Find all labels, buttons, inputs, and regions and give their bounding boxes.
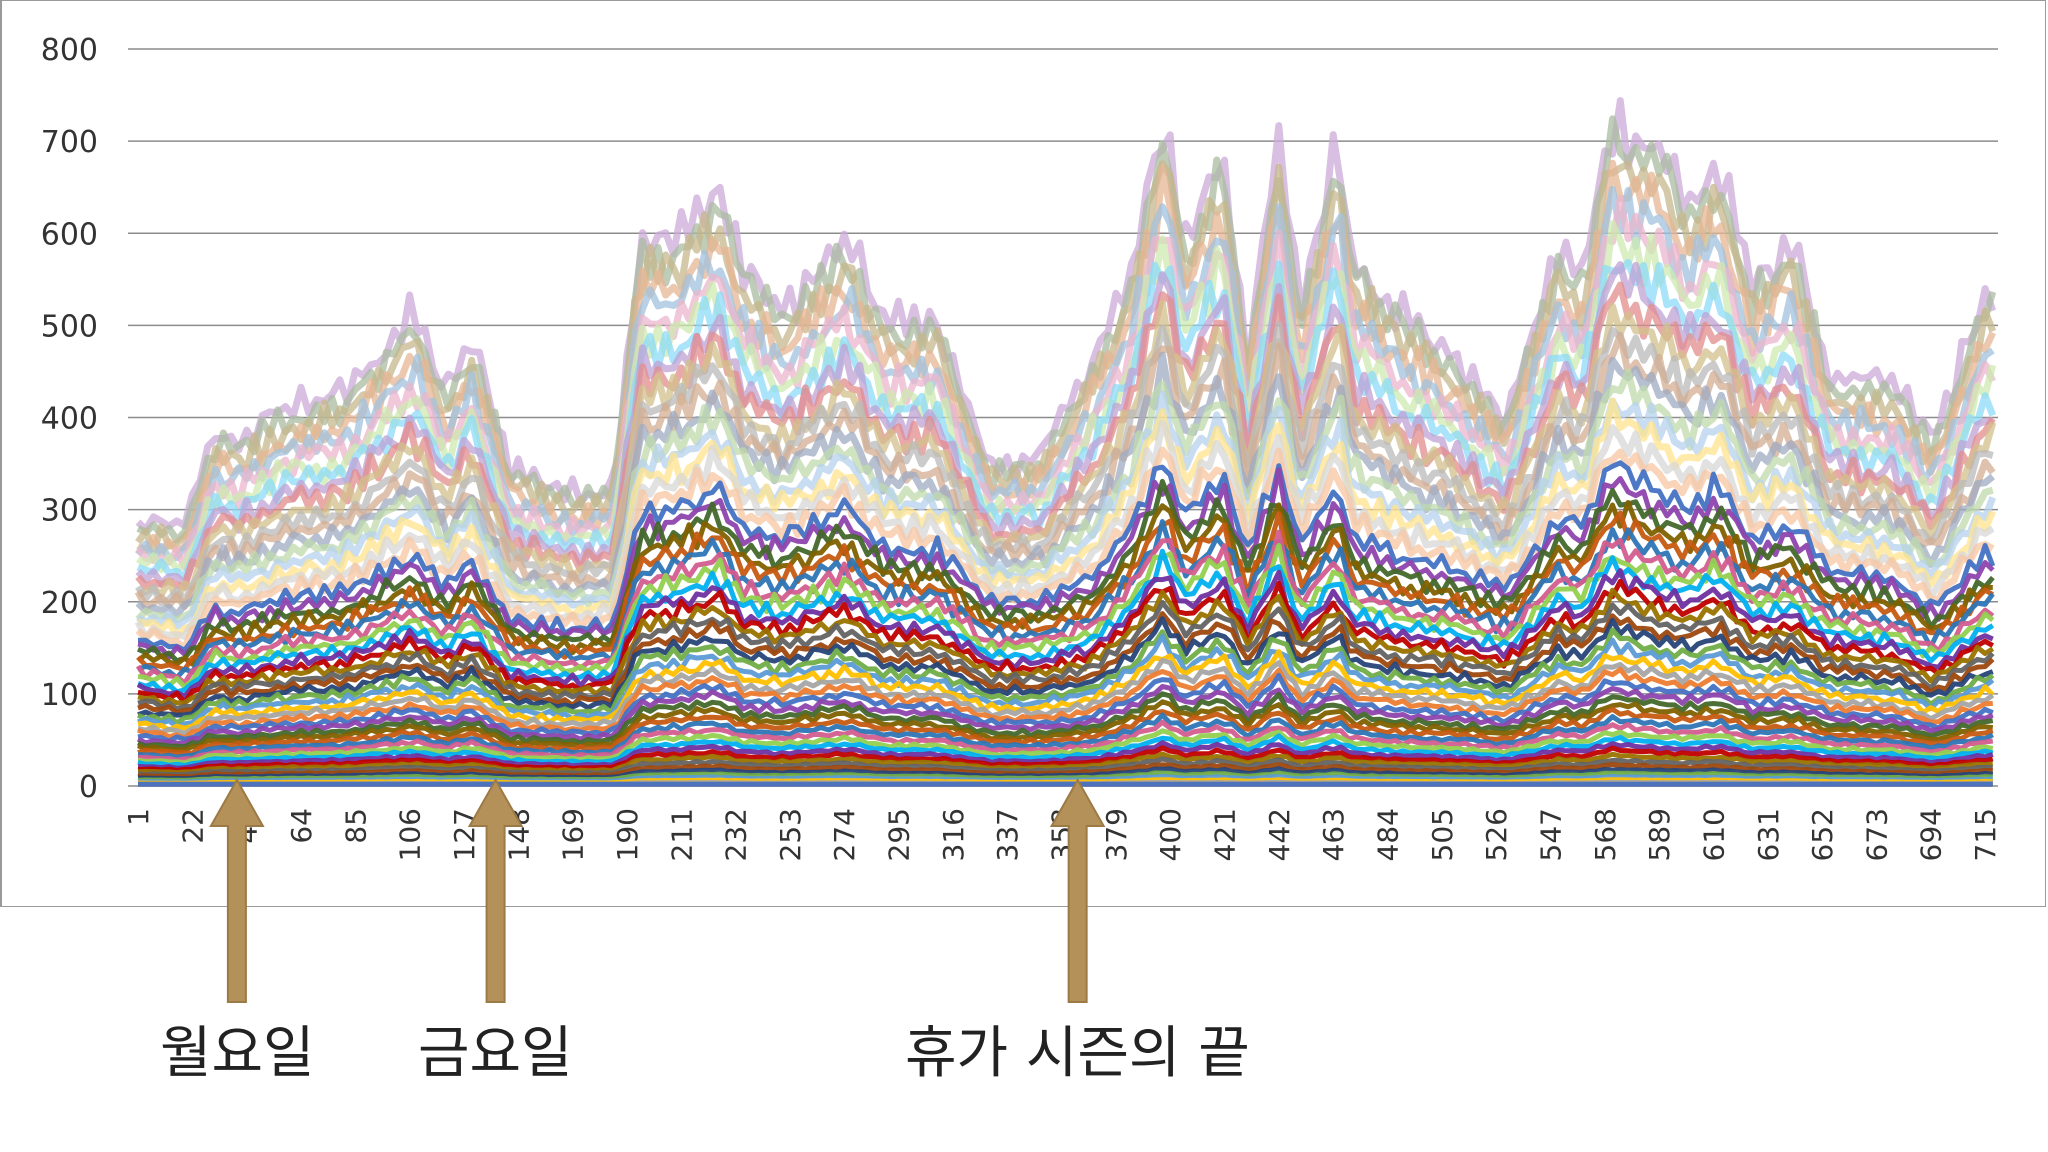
y-tick-label: 0 xyxy=(79,770,98,805)
series-line-19 xyxy=(137,691,1994,750)
series-line-46 xyxy=(135,368,1994,624)
x-tick-label: 64 xyxy=(285,808,318,844)
x-tick-label: 379 xyxy=(1100,808,1133,861)
x-tick-label: 253 xyxy=(774,808,807,861)
series-lines xyxy=(134,97,1997,787)
series-line-9 xyxy=(137,756,1993,778)
series-line-11 xyxy=(137,745,1994,773)
series-line-58 xyxy=(135,160,1997,556)
x-tick-label: 295 xyxy=(883,808,916,861)
series-line-31 xyxy=(137,578,1995,706)
x-tick-label: 694 xyxy=(1915,808,1948,861)
x-tick-label: 22 xyxy=(176,808,209,844)
series-line-21 xyxy=(137,673,1994,744)
series-line-10 xyxy=(137,751,1994,776)
series-line-14 xyxy=(137,728,1994,766)
series-line-42 xyxy=(135,446,1995,652)
series-line-16 xyxy=(137,712,1994,760)
annotation-label: 휴가 시즌의 끝 xyxy=(905,1021,1250,1086)
annotation-arrow-icon xyxy=(467,777,524,1003)
series-line-43 xyxy=(134,419,1995,642)
annotation-label: 금요일 xyxy=(418,1021,573,1086)
series-line-32 xyxy=(136,568,1994,699)
series-line-24 xyxy=(137,649,1995,733)
x-tick-label: 673 xyxy=(1860,808,1893,861)
series-line-23 xyxy=(137,657,1995,736)
series-line-52 xyxy=(135,261,1994,588)
x-tick-label: 169 xyxy=(557,808,590,861)
series-line-13 xyxy=(137,733,1994,768)
x-tick-label: 715 xyxy=(1969,808,2002,861)
series-line-41 xyxy=(138,460,1996,653)
line-chart: 0100200300400500600700800122436485106127… xyxy=(41,33,2002,861)
series-line-18 xyxy=(137,699,1994,753)
x-tick-label: 442 xyxy=(1263,808,1296,861)
chart-frame: 0100200300400500600700800122436485106127… xyxy=(0,0,2046,907)
series-line-20 xyxy=(136,684,1994,746)
x-tick-label: 505 xyxy=(1426,808,1459,861)
series-line-17 xyxy=(137,706,1994,756)
series-line-34 xyxy=(137,543,1995,690)
x-tick-label: 526 xyxy=(1480,808,1513,861)
annotation-arrow-icon xyxy=(1049,777,1106,1003)
x-tick-label: 652 xyxy=(1806,808,1839,861)
series-line-12 xyxy=(137,740,1994,771)
series-line-53 xyxy=(136,258,1997,581)
series-line-60 xyxy=(135,97,1997,533)
y-tick-label: 300 xyxy=(41,494,98,529)
annotation-arrow-icon xyxy=(209,777,265,1003)
y-tick-label: 200 xyxy=(41,586,98,621)
series-line-40 xyxy=(137,467,1995,660)
y-tick-label: 500 xyxy=(41,309,98,344)
x-tick-label: 421 xyxy=(1209,808,1242,861)
series-line-27 xyxy=(137,616,1994,718)
series-line-26 xyxy=(137,627,1995,726)
axes: 0100200300400500600700800122436485106127… xyxy=(41,33,2002,861)
y-tick-label: 800 xyxy=(41,33,98,68)
x-tick-label: 190 xyxy=(611,808,644,861)
y-tick-label: 700 xyxy=(41,125,98,160)
x-tick-label: 211 xyxy=(665,808,698,861)
x-tick-label: 85 xyxy=(339,808,372,844)
x-tick-label: 232 xyxy=(720,808,753,861)
x-tick-label: 568 xyxy=(1589,808,1622,861)
x-tick-label: 484 xyxy=(1371,808,1404,861)
x-tick-label: 463 xyxy=(1317,808,1350,861)
annotation-label: 월요일 xyxy=(160,1021,315,1086)
x-tick-label: 589 xyxy=(1643,808,1676,861)
series-line-22 xyxy=(137,666,1993,741)
x-tick-label: 106 xyxy=(394,808,427,861)
y-tick-label: 600 xyxy=(41,217,98,252)
series-line-29 xyxy=(137,600,1995,712)
series-line-44 xyxy=(137,397,1997,640)
series-line-28 xyxy=(137,611,1995,716)
x-tick-label: 547 xyxy=(1534,808,1567,861)
x-tick-label: 1 xyxy=(122,808,155,826)
y-tick-label: 100 xyxy=(41,678,98,713)
x-tick-label: 316 xyxy=(937,808,970,861)
series-line-30 xyxy=(137,587,1995,707)
x-tick-label: 400 xyxy=(1154,808,1187,861)
series-line-15 xyxy=(137,719,1994,763)
x-tick-label: 274 xyxy=(828,808,861,861)
series-line-37 xyxy=(136,510,1995,673)
x-tick-label: 337 xyxy=(991,808,1024,861)
y-tick-label: 400 xyxy=(41,402,98,437)
x-tick-label: 631 xyxy=(1752,808,1785,861)
x-tick-label: 610 xyxy=(1697,808,1730,861)
series-line-50 xyxy=(136,299,1997,604)
